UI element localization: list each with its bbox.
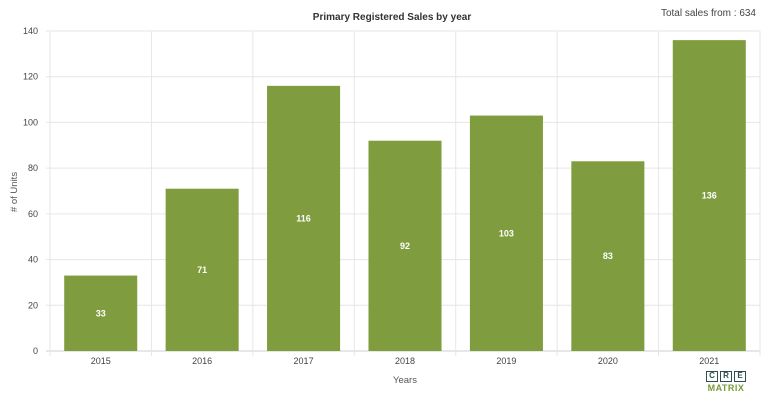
x-tick-label: 2016	[192, 356, 212, 366]
bar-2019[interactable]	[469, 115, 543, 351]
logo-letter-e: E	[734, 371, 746, 382]
cre-matrix-logo: C R E MATRIX	[703, 371, 749, 393]
bar-2016[interactable]	[165, 188, 239, 351]
y-tick-label: 20	[28, 300, 38, 310]
logo-matrix-text: MATRIX	[707, 383, 745, 393]
y-tick-label: 100	[23, 117, 38, 127]
y-tick-label: 60	[28, 209, 38, 219]
total-sales-label: Total sales from : 634	[661, 8, 756, 19]
x-tick-label: 2020	[598, 356, 618, 366]
x-axis-label: Years	[393, 375, 417, 386]
y-tick-label: 80	[28, 163, 38, 173]
x-tick-label: 2017	[294, 356, 314, 366]
x-tick-label: 2018	[395, 356, 415, 366]
bar-value-label: 103	[499, 228, 514, 238]
bar-value-label: 71	[197, 265, 207, 275]
y-axis-label: # of Units	[9, 172, 20, 212]
bar-value-label: 116	[296, 213, 311, 223]
x-tick-label: 2019	[496, 356, 516, 366]
y-tick-label: 120	[23, 72, 38, 82]
logo-letter-c: C	[706, 371, 718, 382]
y-tick-label: 0	[33, 346, 38, 356]
bar-value-label: 83	[603, 251, 613, 261]
chart-title: Primary Registered Sales by year	[313, 12, 472, 23]
bar-2020[interactable]	[571, 161, 645, 351]
y-tick-label: 140	[23, 26, 38, 36]
logo-letter-r: R	[720, 371, 732, 382]
bar-2018[interactable]	[368, 140, 442, 351]
bar-2021[interactable]	[672, 40, 746, 352]
bar-2015[interactable]	[64, 275, 138, 351]
bar-value-label: 92	[400, 241, 410, 251]
x-tick-label: 2021	[699, 356, 719, 366]
bar-2017[interactable]	[267, 85, 341, 351]
bar-value-label: 136	[702, 191, 717, 201]
bar-value-label: 33	[96, 308, 106, 318]
y-tick-label: 40	[28, 255, 38, 265]
x-tick-label: 2015	[91, 356, 111, 366]
